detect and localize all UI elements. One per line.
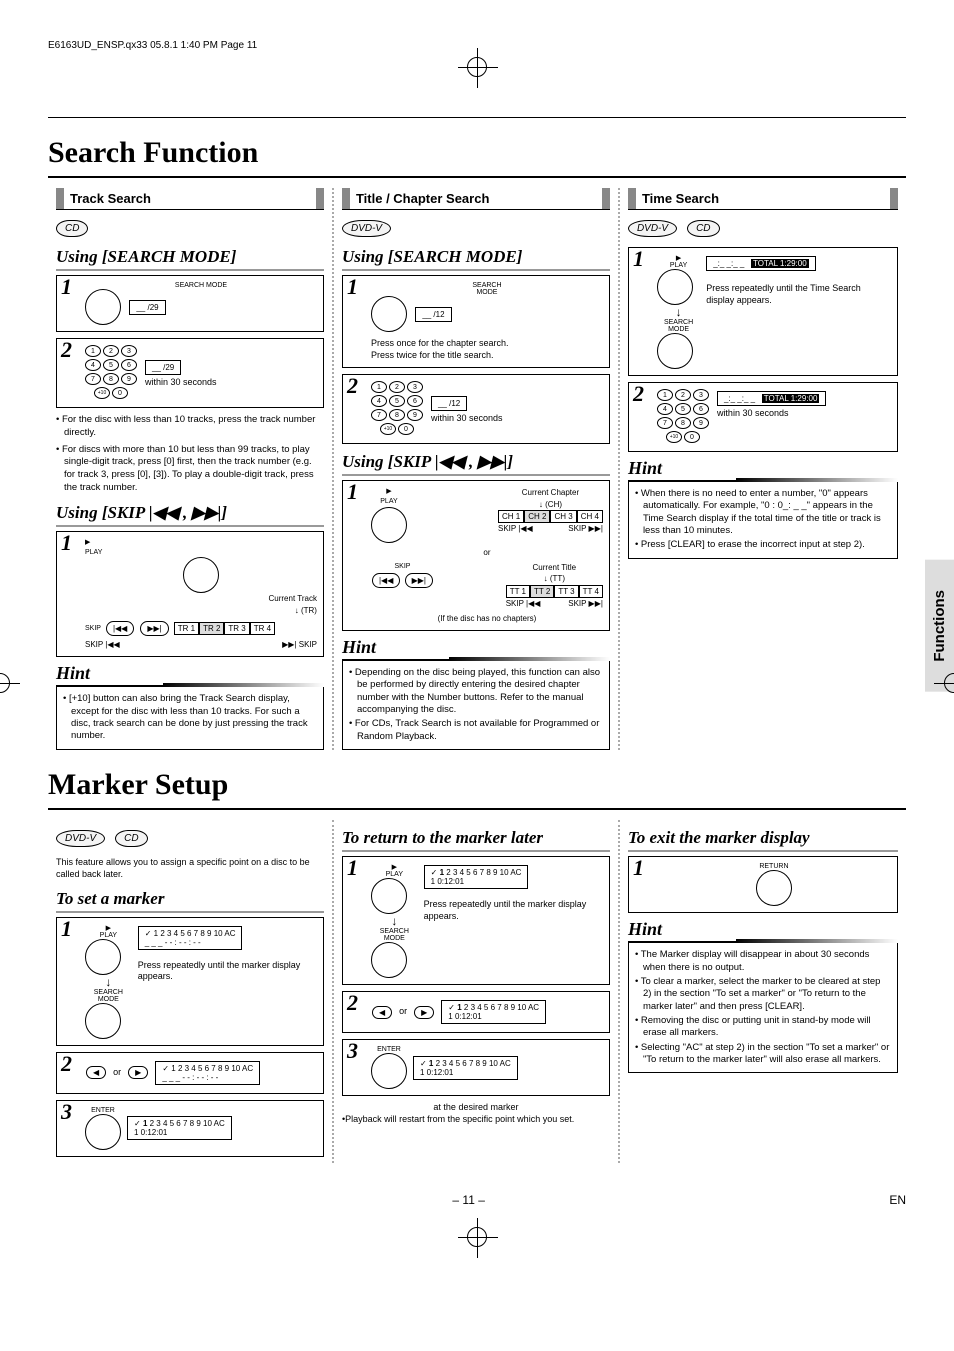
marker-exit-header: To exit the marker display <box>628 828 898 852</box>
skip-next-icon: ▶▶| <box>140 621 168 636</box>
right-arrow-icon: ▶ <box>128 1066 148 1079</box>
top-crop-marks <box>48 57 906 97</box>
marker-return-step-1: 1 ▶PLAY ↓ SEARCH MODE ✓ 1 2 3 4 5 6 7 8 … <box>342 856 610 985</box>
at-desired-text: at the desired marker <box>342 1102 610 1114</box>
marker-hint-box: • The Marker display will disappear in a… <box>628 942 898 1073</box>
numpad-icon: 123 456 789 +100 <box>371 381 423 437</box>
marker-set-step-3: 3 ENTER ✓ 1 2 3 4 5 6 7 8 9 10 AC1 0:12:… <box>56 1100 324 1157</box>
time-display-1: _:_ _:_ _ TOTAL 1:29:00 <box>706 256 815 271</box>
skip-next-icon: ▶▶| <box>405 573 433 588</box>
marker-exit-step-1: 1 RETURN <box>628 856 898 913</box>
right-arrow-icon: ▶ <box>414 1006 434 1019</box>
dvd-badge: DVD-V <box>628 220 677 237</box>
marker-return-step-2: 2 ◀ or ▶ ✓ 1 2 3 4 5 6 7 8 9 10 AC1 0:12… <box>342 991 610 1033</box>
search-mode-button-icon <box>371 296 407 332</box>
time-hint-header: Hint <box>628 458 898 482</box>
dvd-badge: DVD-V <box>342 220 391 237</box>
search-mode-button-icon <box>85 289 121 325</box>
time-step-1: 1 ▶PLAY ↓ SEARCH MODE _:_ _:_ _ TOTAL 1:… <box>628 247 898 376</box>
track-search-header: Track Search <box>56 188 324 210</box>
left-arrow-icon: ◀ <box>372 1006 392 1019</box>
track-using-search: Using [SEARCH MODE] <box>56 247 324 271</box>
left-arrow-icon: ◀ <box>86 1066 106 1079</box>
tc-hint-header: Hint <box>342 637 610 661</box>
enter-button-icon <box>371 1053 407 1089</box>
track-step-1: 1 SEARCH MODE __ /29 <box>56 275 324 332</box>
return-button-icon <box>756 870 792 906</box>
marker-return-header: To return to the marker later <box>342 828 610 852</box>
track-note-1: • For the disc with less than 10 tracks,… <box>56 414 324 440</box>
track-hint-box: • [+10] button can also bring the Track … <box>56 686 324 749</box>
search-mode-button-icon <box>657 333 693 369</box>
section-title-marker: Marker Setup <box>48 768 906 802</box>
marker-set-step-1: 1 ▶PLAY ↓ SEARCH MODE ✓ 1 2 3 4 5 6 7 8 … <box>56 917 324 1046</box>
play-button-icon <box>183 557 219 593</box>
marker-set-step-2: 2 ◀ or ▶ ✓ 1 2 3 4 5 6 7 8 9 10 AC_ _ _ … <box>56 1052 324 1094</box>
skip-prev-icon: |◀◀ <box>106 621 134 636</box>
skip-prev-icon: |◀◀ <box>372 573 400 588</box>
marker-set-header: To set a marker <box>56 889 324 913</box>
page-number: – 11 – <box>48 1193 889 1207</box>
search-mode-button-icon <box>85 1003 121 1039</box>
track-note-2: • For discs with more than 10 but less t… <box>56 444 324 495</box>
play-button-icon <box>371 507 407 543</box>
time-hint-box: • When there is no need to enter a numbe… <box>628 481 898 559</box>
play-button-icon <box>657 269 693 305</box>
numpad-icon: 123 456 789 +100 <box>657 389 709 445</box>
marker-hint-header: Hint <box>628 919 898 943</box>
track-display-1: __ /29 <box>129 300 165 315</box>
marker-intro: This feature allows you to assign a spec… <box>56 857 324 880</box>
restart-note: •Playback will restart from the specific… <box>342 1114 610 1126</box>
track-step-2: 2 123 456 789 +100 __ /29 within 30 seco… <box>56 338 324 408</box>
section-title-search: Search Function <box>48 136 906 170</box>
track-using-skip: Using [SKIP |◀◀ , ▶▶|] <box>56 503 324 527</box>
cd-badge: CD <box>115 830 147 847</box>
tc-using-skip: Using [SKIP |◀◀ , ▶▶|] <box>342 452 610 476</box>
tc-skip-step: 1 ▶PLAY Current Chapter↓ (CH) CH 1CH 2CH… <box>342 480 610 631</box>
cd-badge: CD <box>687 220 719 237</box>
bottom-crop-marks <box>48 1227 906 1267</box>
tc-using-search: Using [SEARCH MODE] <box>342 247 610 271</box>
right-crop-mark <box>934 663 954 703</box>
play-button-icon <box>371 878 407 914</box>
title-chapter-header: Title / Chapter Search <box>342 188 610 210</box>
time-search-header: Time Search <box>628 188 898 210</box>
play-button-icon <box>85 939 121 975</box>
left-crop-mark <box>0 663 20 703</box>
dvd-badge: DVD-V <box>56 830 105 847</box>
marker-display: ✓ 1 2 3 4 5 6 7 8 9 10 AC_ _ _ - - : - -… <box>138 926 243 950</box>
track-display-2: __ /29 <box>145 360 181 375</box>
enter-button-icon <box>85 1114 121 1150</box>
track-skip-step: 1 ▶PLAY Current Track↓ (TR) SKIP |◀◀ ▶▶|… <box>56 531 324 657</box>
tc-hint-box: • Depending on the disc being played, th… <box>342 660 610 750</box>
cd-badge: CD <box>56 220 88 237</box>
numpad-icon: 123 456 789 +100 <box>85 345 137 401</box>
tc-step-2: 2 123 456 789 +100 __ /12 within 30 seco… <box>342 374 610 444</box>
search-mode-button-icon <box>371 942 407 978</box>
lang-code: EN <box>889 1193 906 1207</box>
time-step-2: 2 123 456 789 +100 _:_ _:_ _ TOTAL 1:29:… <box>628 382 898 452</box>
marker-return-step-3: 3 ENTER ✓ 1 2 3 4 5 6 7 8 9 10 AC1 0:12:… <box>342 1039 610 1096</box>
tc-step-1: 1 SEARCHMODE __ /12 Press once for the c… <box>342 275 610 368</box>
track-hint-header: Hint <box>56 663 324 687</box>
